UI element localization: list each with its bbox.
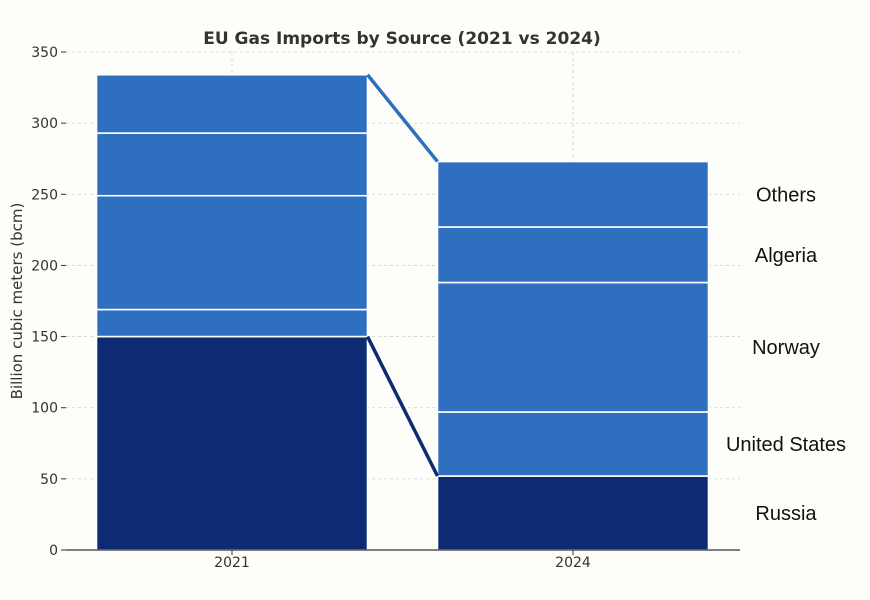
bar-norway-2021 (95, 194, 369, 311)
series-label-algeria: Algeria (755, 245, 818, 267)
bar-united-states-2024 (436, 411, 710, 477)
y-axis-label: Billion cubic meters (bcm) (8, 203, 26, 400)
chart-title: EU Gas Imports by Source (2021 vs 2024) (203, 29, 601, 49)
bar-united-states-2021 (95, 308, 369, 338)
connector-total (366, 73, 439, 163)
bar-algeria-2021 (95, 132, 369, 197)
bar-others-2024 (436, 160, 710, 228)
y-tick-label-350: 350 (31, 45, 58, 61)
y-tick-label-300: 300 (31, 116, 58, 132)
y-tick-label-250: 250 (31, 187, 58, 203)
bar-others-2021 (95, 73, 369, 134)
bar-norway-2024 (436, 281, 710, 413)
series-label-norway: Norway (752, 337, 820, 359)
bars-layer (95, 73, 710, 551)
connector-layer (365, 73, 440, 477)
y-tick-label-0: 0 (49, 543, 58, 559)
series-label-russia: Russia (755, 503, 817, 525)
series-labels: Russia United States Norway Algeria Others (726, 184, 846, 525)
series-label-united-states: United States (726, 434, 846, 456)
y-tick-label-100: 100 (31, 401, 58, 417)
x-tick-label-2021: 2021 (214, 555, 250, 571)
bar-algeria-2024 (436, 226, 710, 284)
x-tick-label-2024: 2024 (555, 555, 591, 571)
axes-layer: 0 50 100 150 200 250 300 350 2021 2024 (31, 45, 740, 571)
bar-russia-2024 (436, 475, 710, 551)
y-tick-label-50: 50 (40, 472, 58, 488)
y-tick-label-200: 200 (31, 258, 58, 274)
series-label-others: Others (756, 184, 816, 206)
y-tick-label-150: 150 (31, 330, 58, 346)
bar-russia-2021 (95, 335, 369, 551)
connector-russia (365, 335, 440, 477)
